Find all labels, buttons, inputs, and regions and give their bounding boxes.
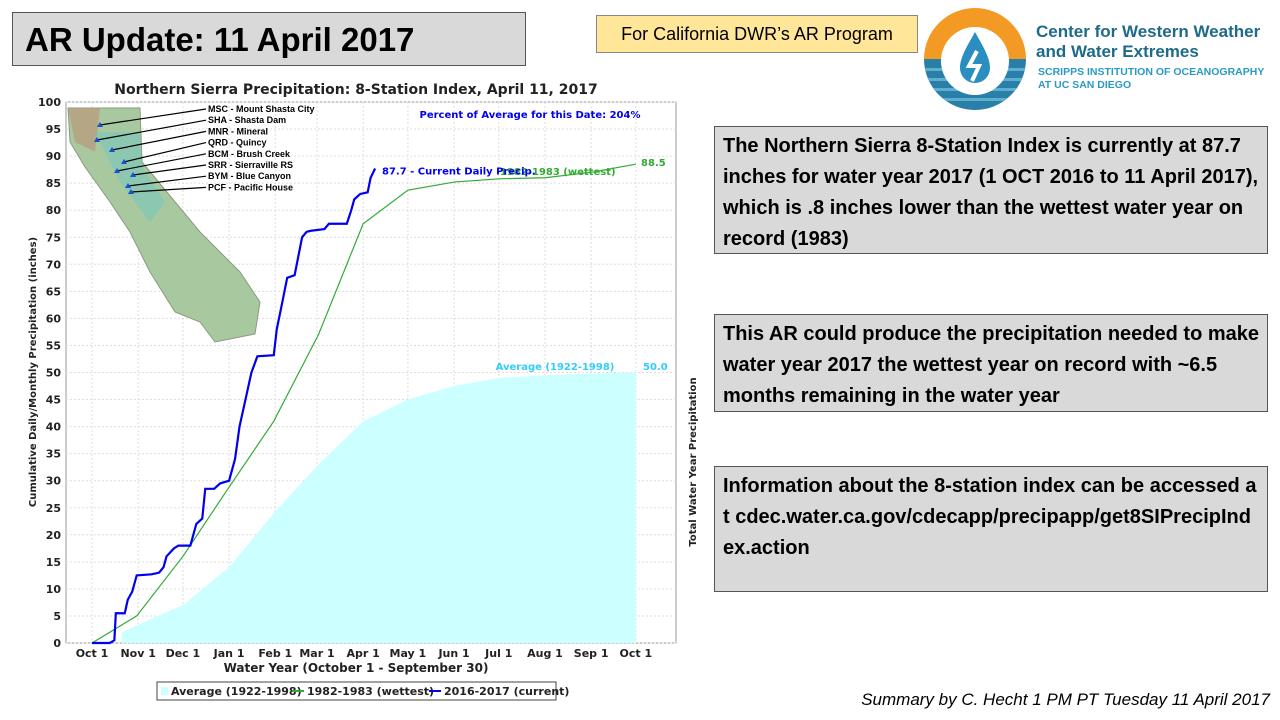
cw3e-logo-icon bbox=[924, 8, 1026, 110]
station-leader-line bbox=[96, 119, 207, 141]
x-tick-label: Aug 1 bbox=[527, 647, 563, 660]
y-tick-label: 95 bbox=[46, 123, 61, 136]
logo-line3: SCRIPPS INSTITUTION OF OCEANOGRAPHY bbox=[1038, 66, 1265, 78]
station-marker-icon bbox=[128, 189, 134, 194]
station-marker-icon bbox=[97, 122, 103, 127]
percent-of-average: Percent of Average for this Date: 204% bbox=[419, 110, 640, 121]
y-tick-label: 10 bbox=[46, 583, 62, 596]
y-tick-label: 15 bbox=[46, 556, 61, 569]
station-label: SRR - Sierraville RS bbox=[208, 160, 293, 170]
x-tick-label: Oct 1 bbox=[620, 647, 653, 660]
wettest-end-value: 88.5 bbox=[641, 158, 666, 169]
y-tick-label: 75 bbox=[46, 231, 61, 244]
y-tick-label: 5 bbox=[53, 610, 61, 623]
station-label: SHA - Shasta Dam bbox=[208, 115, 286, 125]
station-marker-icon bbox=[125, 183, 131, 188]
y-tick-label: 30 bbox=[46, 475, 62, 488]
station-label: BCM - Brush Creek bbox=[208, 149, 291, 159]
station-leader-line bbox=[123, 142, 207, 163]
y-tick-label: 60 bbox=[46, 312, 62, 325]
x-axis-label: Water Year (October 1 - September 30) bbox=[224, 661, 489, 675]
logo-line2: and Water Extremes bbox=[1036, 42, 1199, 61]
x-tick-label: May 1 bbox=[390, 647, 427, 660]
station-leader-line bbox=[116, 153, 207, 172]
page-title: AR Update: 11 April 2017 bbox=[12, 12, 526, 66]
station-leader-line bbox=[132, 164, 207, 176]
program-label: For California DWR’s AR Program bbox=[596, 15, 918, 53]
y-tick-label: 35 bbox=[46, 448, 61, 461]
x-tick-label: Apr 1 bbox=[347, 647, 380, 660]
x-tick-label: Jan 1 bbox=[213, 647, 245, 660]
y-tick-label: 65 bbox=[46, 285, 61, 298]
y-tick-label: 55 bbox=[46, 339, 61, 352]
y-tick-label: 45 bbox=[46, 394, 61, 407]
y-tick-label: 40 bbox=[46, 421, 62, 434]
station-label: MSC - Mount Shasta City bbox=[208, 104, 315, 114]
info-box-index-link: Information about the 8-station index ca… bbox=[714, 466, 1268, 592]
legend-wettest: 1982-1983 (wettest) bbox=[307, 685, 434, 698]
station-label: BYM - Blue Canyon bbox=[208, 171, 291, 181]
x-tick-label: Oct 1 bbox=[76, 647, 109, 660]
legend-current: 2016-2017 (current) bbox=[444, 685, 569, 698]
info-box-index-status: The Northern Sierra 8-Station Index is c… bbox=[714, 126, 1268, 254]
y-tick-label: 20 bbox=[46, 529, 62, 542]
legend-average: Average (1922-1998) bbox=[171, 685, 302, 698]
wettest-label: 1982-1983 (wettest) bbox=[500, 167, 616, 178]
station-label: QRD - Quincy bbox=[208, 138, 267, 148]
logo-line1: Center for Western Weather bbox=[1036, 22, 1261, 41]
precip-chart: Northern Sierra Precipitation: 8-Station… bbox=[28, 82, 699, 701]
series-line-current bbox=[92, 168, 377, 645]
summary-credit: Summary by C. Hecht 1 PM PT Tuesday 11 A… bbox=[861, 690, 1270, 709]
station-marker-icon bbox=[121, 159, 127, 164]
station-marker-icon bbox=[109, 147, 115, 152]
x-tick-label: Jul 1 bbox=[484, 647, 512, 660]
station-leader-line bbox=[111, 130, 207, 151]
x-tick-label: Sep 1 bbox=[574, 647, 609, 660]
series-line-wettest bbox=[91, 163, 636, 644]
station-marker-icon bbox=[94, 137, 100, 142]
y-tick-label: 50 bbox=[46, 367, 62, 380]
chart-title: Northern Sierra Precipitation: 8-Station… bbox=[114, 82, 597, 98]
y-tick-label: 70 bbox=[46, 258, 62, 271]
x-tick-label: Dec 1 bbox=[166, 647, 201, 660]
y-tick-label: 90 bbox=[46, 150, 62, 163]
logo-line4: AT UC SAN DIEGO bbox=[1038, 79, 1132, 91]
x-tick-label: Feb 1 bbox=[258, 647, 292, 660]
x-tick-label: Mar 1 bbox=[299, 647, 334, 660]
y-axis-right-label: Total Water Year Precipitation bbox=[688, 377, 699, 546]
y-tick-label: 85 bbox=[46, 177, 61, 190]
legend: Average (1922-1998) 1982-1983 (wettest) … bbox=[156, 681, 569, 701]
y-axis-label: Cumulative Daily/Monthly Precipitation (… bbox=[28, 237, 39, 507]
average-label: Average (1922-1998) bbox=[496, 362, 615, 373]
current-label: 87.7 - Current Daily Precip. bbox=[382, 166, 536, 177]
station-leader-line bbox=[130, 186, 207, 193]
x-tick-label: Nov 1 bbox=[120, 647, 155, 660]
station-marker-icon bbox=[114, 168, 120, 173]
series-area-average bbox=[121, 372, 636, 643]
station-leader-line bbox=[127, 175, 207, 187]
average-end-value: 50.0 bbox=[643, 362, 668, 373]
y-tick-label: 25 bbox=[46, 502, 61, 515]
y-tick-label: 0 bbox=[53, 637, 61, 650]
y-tick-label: 80 bbox=[46, 204, 62, 217]
info-box-ar-potential: This AR could produce the precipitation … bbox=[714, 314, 1268, 412]
y-tick-label: 100 bbox=[38, 96, 61, 109]
x-tick-label: Jun 1 bbox=[437, 647, 469, 660]
station-leader-line bbox=[99, 108, 207, 126]
legend-swatch-average bbox=[161, 687, 168, 695]
station-label: PCF - Pacific House bbox=[208, 182, 293, 192]
station-marker-icon bbox=[130, 172, 136, 177]
station-label: MNR - Mineral bbox=[208, 126, 268, 136]
